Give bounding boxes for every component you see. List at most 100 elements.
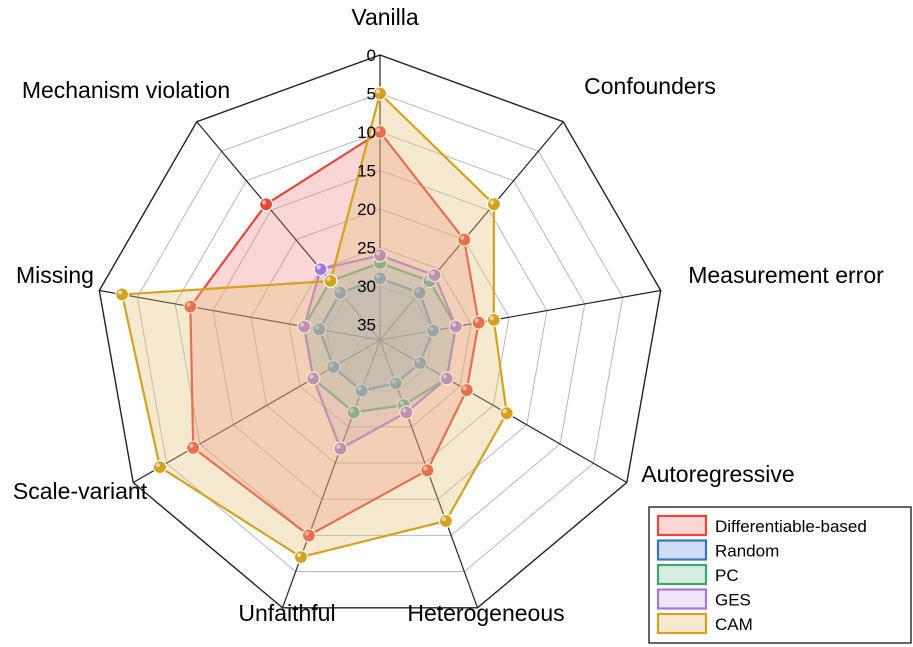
data-point bbox=[313, 262, 328, 277]
data-point-highlight bbox=[261, 200, 267, 205]
legend-label: Differentiable-based bbox=[715, 517, 867, 536]
spoke-missing bbox=[99, 289, 381, 341]
data-point-highlight bbox=[189, 443, 194, 448]
legend-label: PC bbox=[715, 566, 739, 585]
data-point-highlight bbox=[399, 400, 404, 406]
spoke-mechanism-violation bbox=[196, 121, 381, 341]
outer-frame bbox=[98, 54, 662, 609]
data-point-highlight bbox=[474, 318, 479, 323]
series-area bbox=[120, 92, 508, 559]
data-point-highlight bbox=[441, 516, 447, 522]
data-point-highlight bbox=[375, 89, 381, 94]
axis-label-autoregressive: Autoregressive bbox=[641, 461, 794, 487]
data-point-highlight bbox=[357, 386, 362, 391]
grid-ring bbox=[364, 324, 396, 355]
tick-label: 5 bbox=[367, 85, 376, 104]
tick-label: 25 bbox=[357, 239, 376, 258]
data-point-highlight bbox=[462, 385, 467, 391]
radial-tick-labels: 0 5 10 15 20 25 30 35 bbox=[357, 46, 376, 335]
data-point-highlight bbox=[296, 552, 302, 558]
data-point-highlight bbox=[415, 288, 420, 293]
data-point-highlight bbox=[155, 462, 161, 468]
legend-swatch bbox=[656, 514, 708, 537]
data-point-highlight bbox=[375, 127, 381, 133]
axis-label-scale-variant: Scale-variant bbox=[13, 478, 148, 504]
series-ges bbox=[297, 248, 463, 456]
data-point-highlight bbox=[309, 374, 314, 379]
series-area bbox=[318, 277, 435, 392]
legend-swatch bbox=[656, 539, 708, 561]
series-area bbox=[189, 130, 480, 537]
tick-label: 30 bbox=[357, 277, 376, 296]
series-random bbox=[312, 271, 441, 398]
data-point bbox=[293, 549, 309, 565]
data-point-highlight bbox=[442, 374, 447, 379]
data-point-highlight bbox=[391, 379, 396, 384]
data-point bbox=[486, 312, 501, 327]
data-point bbox=[323, 273, 338, 289]
legend-box bbox=[648, 506, 912, 644]
legend-swatch bbox=[656, 563, 708, 586]
data-point-highlight bbox=[430, 270, 435, 276]
data-point-highlight bbox=[336, 288, 341, 293]
data-point-highlight bbox=[299, 322, 305, 327]
data-point-highlight bbox=[336, 444, 341, 449]
data-point-highlight bbox=[502, 409, 507, 414]
grid-ring bbox=[250, 208, 510, 464]
data-point bbox=[486, 197, 501, 212]
data-point-highlight bbox=[489, 315, 494, 321]
axis-label-unfaithful: Unfaithful bbox=[238, 600, 335, 626]
radar-series bbox=[114, 86, 514, 565]
axis-label-measurement-error: Measurement error bbox=[688, 262, 884, 288]
series-cam bbox=[114, 86, 514, 565]
data-point-highlight bbox=[186, 302, 191, 307]
data-point bbox=[114, 287, 130, 302]
data-point-highlight bbox=[460, 235, 465, 240]
spoke-confounders bbox=[379, 121, 564, 341]
series-area bbox=[303, 261, 457, 414]
axis-label-mechanism-violation: Mechanism violation bbox=[22, 77, 230, 103]
legend-label: GES bbox=[715, 591, 751, 610]
data-point-highlight bbox=[375, 251, 381, 256]
axis-label-missing: Missing bbox=[16, 262, 94, 288]
data-point-highlight bbox=[316, 265, 321, 270]
tick-label: 20 bbox=[357, 200, 376, 219]
data-point-highlight bbox=[349, 408, 354, 413]
grid-ring bbox=[212, 169, 548, 500]
axis-label-confounders: Confounders bbox=[584, 73, 716, 99]
axis-labels: Vanilla Confounders Measurement error Autor… bbox=[13, 4, 884, 626]
axis-label-heterogeneous: Heterogeneous bbox=[407, 600, 564, 626]
data-point-highlight bbox=[489, 200, 495, 205]
data-point bbox=[438, 513, 453, 529]
data-point-highlight bbox=[402, 408, 407, 413]
data-point-highlight bbox=[329, 362, 334, 368]
tick-label: 10 bbox=[357, 123, 376, 142]
data-point-highlight bbox=[428, 326, 434, 331]
tick-label: 35 bbox=[357, 316, 376, 335]
legend-label: CAM bbox=[715, 615, 753, 634]
tick-label: 15 bbox=[357, 162, 376, 181]
grid-ring bbox=[136, 92, 624, 573]
series-area bbox=[303, 254, 457, 450]
data-point bbox=[152, 460, 167, 475]
legend-label: Random bbox=[715, 542, 779, 561]
series-differentiable-based bbox=[183, 124, 486, 543]
data-point-highlight bbox=[315, 325, 320, 330]
data-point-highlight bbox=[451, 322, 457, 327]
legend: Differentiable-based Random PC GES CAM bbox=[648, 506, 912, 644]
data-point bbox=[259, 197, 274, 212]
legend-swatch bbox=[656, 588, 708, 610]
tick-label: 0 bbox=[367, 46, 376, 65]
data-point-highlight bbox=[326, 276, 331, 282]
data-point-highlight bbox=[117, 290, 123, 295]
data-point-highlight bbox=[423, 466, 428, 471]
data-point-highlight bbox=[415, 358, 421, 364]
grid-ring bbox=[174, 131, 586, 536]
data-point-highlight bbox=[375, 274, 381, 279]
data-point bbox=[499, 406, 514, 421]
grid-ring bbox=[326, 285, 434, 392]
data-point-highlight bbox=[304, 531, 310, 536]
legend-swatch bbox=[656, 612, 708, 635]
axis-label-vanilla: Vanilla bbox=[351, 4, 419, 30]
